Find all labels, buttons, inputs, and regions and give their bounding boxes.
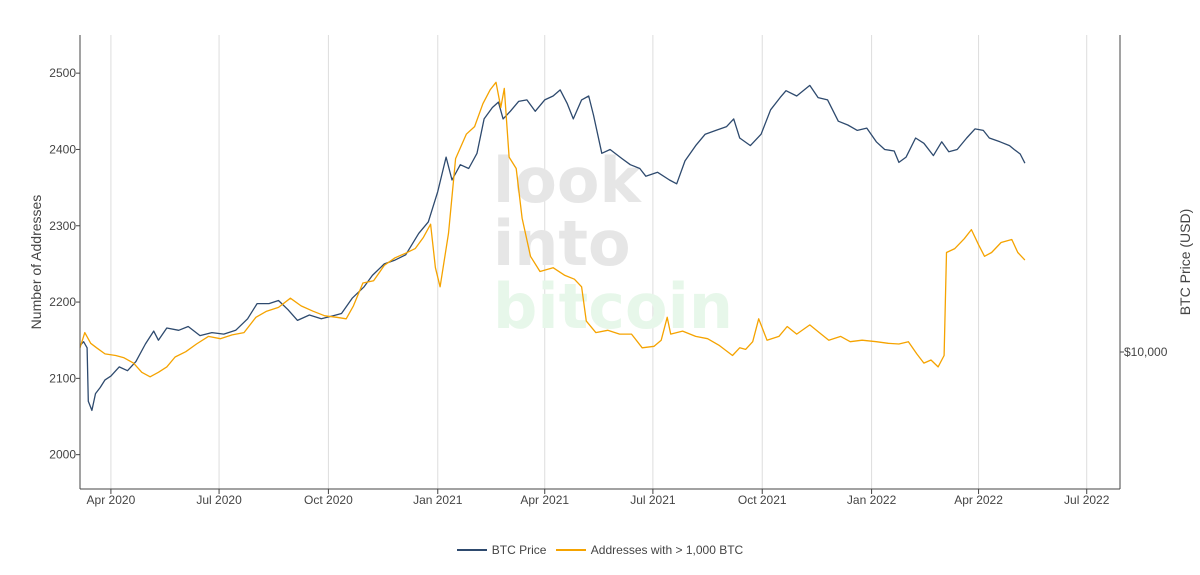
series-lines: [79, 81, 1026, 412]
series-line-btc-price[interactable]: [79, 84, 1026, 412]
legend-item-addresses[interactable]: Addresses with > 1,000 BTC: [555, 543, 744, 557]
x-tick-label: Apr 2021: [520, 493, 569, 507]
x-tick-label: Apr 2020: [87, 493, 136, 507]
y-tick-label: 2400: [49, 142, 76, 156]
legend-swatch-addresses: [555, 549, 586, 551]
y-tick-label: 2300: [49, 219, 76, 233]
y-tick-label: 2000: [49, 448, 76, 462]
y-tick-label: 2200: [49, 295, 76, 309]
x-tick-label: Apr 2022: [954, 493, 1003, 507]
x-tick-label: Jan 2021: [413, 493, 463, 507]
legend-item-btc-price[interactable]: BTC Price: [456, 543, 547, 557]
x-tick-label: Oct 2021: [738, 493, 787, 507]
y2-axis-title: BTC Price (USD): [1177, 209, 1193, 316]
legend-swatch-btc-price: [456, 549, 487, 551]
legend-label-btc-price: BTC Price: [491, 543, 547, 557]
watermark-word: into: [493, 207, 631, 280]
watermark-word: bitcoin: [493, 270, 733, 343]
series-line-addresses[interactable]: [79, 81, 1026, 378]
y-tick-label: 2500: [49, 66, 76, 80]
axes: 2000 2100 2200 2300 2400 2500 Apr 2020 Jul 2020…: [49, 35, 1168, 507]
x-tick-label: Jan 2022: [847, 493, 897, 507]
y-axis-title: Number of Addresses: [28, 195, 44, 330]
grid-lines: [110, 35, 1088, 489]
x-tick-label: Jul 2021: [630, 493, 676, 507]
x-tick-label: Jul 2020: [196, 493, 242, 507]
y-tick-label: 2100: [49, 371, 76, 385]
legend: BTC Price Addresses with > 1,000 BTC: [0, 540, 1200, 557]
x-tick-label: Oct 2020: [304, 493, 353, 507]
legend-label-addresses: Addresses with > 1,000 BTC: [590, 543, 744, 557]
y2-tick-label: $10,000: [1124, 345, 1168, 359]
x-tick-label: Jul 2022: [1064, 493, 1110, 507]
